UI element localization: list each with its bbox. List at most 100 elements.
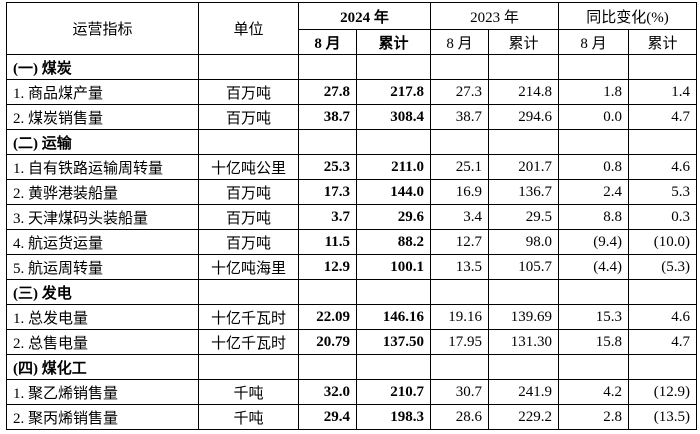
value-cell: 3.4	[430, 204, 490, 230]
section-row: (四) 煤化工	[6, 354, 698, 380]
data-row: 1. 总发电量 十亿千瓦时 22.09 146.16 19.16 139.69 15.3 4.…	[6, 304, 698, 330]
value-cell: 214.8	[488, 79, 560, 105]
value-cell: 27.3	[430, 79, 490, 105]
value-cell: (9.4)	[558, 229, 630, 255]
unit-cell: 百万吨	[198, 179, 299, 205]
value-cell: 0.8	[558, 154, 630, 180]
value-cell: 137.50	[355, 329, 432, 355]
header-cell: 8 月	[558, 29, 630, 55]
indicator-name: 1. 聚乙烯销售量	[6, 379, 199, 405]
indicator-name: 1. 商品煤产量	[6, 79, 199, 105]
data-row: 3. 天津煤码头装船量 百万吨 3.7 29.6 3.4 29.5 8.8 0.3	[6, 204, 698, 230]
indicator-name: 3. 天津煤码头装船量	[6, 204, 199, 230]
value-cell: 15.8	[558, 329, 630, 355]
empty-cell	[430, 54, 490, 80]
value-cell: 28.6	[430, 404, 490, 430]
header-cell: 累计	[355, 29, 432, 55]
data-row: 4. 航运货运量 百万吨 11.5 88.2 12.7 98.0 (9.4) (10.0)	[6, 229, 698, 255]
empty-cell	[558, 129, 630, 155]
value-cell: (13.5)	[628, 404, 698, 430]
value-cell: (5.3)	[628, 254, 698, 280]
value-cell: (4.4)	[558, 254, 630, 280]
value-cell: 2.4	[558, 179, 630, 205]
empty-cell	[628, 354, 698, 380]
value-cell: 32.0	[298, 379, 357, 405]
value-cell: 217.8	[355, 79, 432, 105]
value-cell: 19.16	[430, 304, 490, 330]
value-cell: 27.8	[298, 79, 357, 105]
value-cell: 17.95	[430, 329, 490, 355]
table-body: (一) 煤炭 1. 商品煤产量 百万吨 27.8 217.8 27.3 214.8 1.8 1.…	[6, 54, 698, 430]
section-row: (一) 煤炭	[6, 54, 698, 80]
empty-cell	[558, 54, 630, 80]
empty-cell	[430, 279, 490, 305]
value-cell: 11.5	[298, 229, 357, 255]
indicator-name: 1. 总发电量	[6, 304, 199, 330]
empty-cell	[355, 54, 432, 80]
empty-cell	[298, 354, 357, 380]
empty-cell	[198, 354, 299, 380]
value-cell: 210.7	[355, 379, 432, 405]
header-cell: 2023 年	[430, 2, 560, 30]
value-cell: 25.1	[430, 154, 490, 180]
empty-cell	[298, 279, 357, 305]
empty-cell	[355, 279, 432, 305]
header-cell: 单位	[198, 2, 299, 55]
value-cell: 4.7	[628, 104, 698, 130]
value-cell: 1.4	[628, 79, 698, 105]
unit-cell: 百万吨	[198, 79, 299, 105]
section-title: (四) 煤化工	[6, 354, 199, 380]
empty-cell	[298, 54, 357, 80]
value-cell: 13.5	[430, 254, 490, 280]
value-cell: 131.30	[488, 329, 560, 355]
empty-cell	[298, 129, 357, 155]
value-cell: 4.7	[628, 329, 698, 355]
value-cell: 229.2	[488, 404, 560, 430]
unit-cell: 十亿吨公里	[198, 154, 299, 180]
value-cell: 22.09	[298, 304, 357, 330]
data-row: 1. 商品煤产量 百万吨 27.8 217.8 27.3 214.8 1.8 1.4	[6, 79, 698, 105]
header-cell: 运营指标	[6, 2, 199, 55]
value-cell: 12.7	[430, 229, 490, 255]
value-cell: 1.8	[558, 79, 630, 105]
value-cell: 88.2	[355, 229, 432, 255]
unit-cell: 十亿千瓦时	[198, 329, 299, 355]
data-row: 1. 聚乙烯销售量 千吨 32.0 210.7 30.7 241.9 4.2 (12.9)	[6, 379, 698, 405]
header-cell: 累计	[488, 29, 560, 55]
value-cell: (12.9)	[628, 379, 698, 405]
value-cell: 4.6	[628, 154, 698, 180]
value-cell: 105.7	[488, 254, 560, 280]
empty-cell	[198, 279, 299, 305]
value-cell: 29.6	[355, 204, 432, 230]
value-cell: 16.9	[430, 179, 490, 205]
value-cell: 144.0	[355, 179, 432, 205]
value-cell: 25.3	[298, 154, 357, 180]
value-cell: 17.3	[298, 179, 357, 205]
indicator-name: 2. 黄骅港装船量	[6, 179, 199, 205]
data-row: 1. 自有铁路运输周转量 十亿吨公里 25.3 211.0 25.1 201.7 0.8 4.…	[6, 154, 698, 180]
value-cell: (10.0)	[628, 229, 698, 255]
section-row: (二) 运输	[6, 129, 698, 155]
header-row: 运营指标 单位 2024 年 2023 年 同比变化(%)	[6, 2, 698, 55]
value-cell: 100.1	[355, 254, 432, 280]
empty-cell	[355, 354, 432, 380]
operations-table: 运营指标 单位 2024 年 2023 年 同比变化(%) 8 月累计 8 月累计…	[6, 2, 698, 430]
indicator-name: 5. 航运周转量	[6, 254, 199, 280]
value-cell: 198.3	[355, 404, 432, 430]
value-cell: 211.0	[355, 154, 432, 180]
unit-cell: 十亿吨海里	[198, 254, 299, 280]
indicator-name: 1. 自有铁路运输周转量	[6, 154, 199, 180]
empty-cell	[430, 354, 490, 380]
value-cell: 30.7	[430, 379, 490, 405]
unit-cell: 百万吨	[198, 204, 299, 230]
section-title: (三) 发电	[6, 279, 199, 305]
empty-cell	[628, 279, 698, 305]
value-cell: 294.6	[488, 104, 560, 130]
value-cell: 12.9	[298, 254, 357, 280]
value-cell: 139.69	[488, 304, 560, 330]
header-cell: 同比变化(%)	[558, 2, 698, 30]
data-row: 2. 黄骅港装船量 百万吨 17.3 144.0 16.9 136.7 2.4 5.3	[6, 179, 698, 205]
header-cell: 累计	[628, 29, 698, 55]
empty-cell	[488, 354, 560, 380]
value-cell: 4.6	[628, 304, 698, 330]
